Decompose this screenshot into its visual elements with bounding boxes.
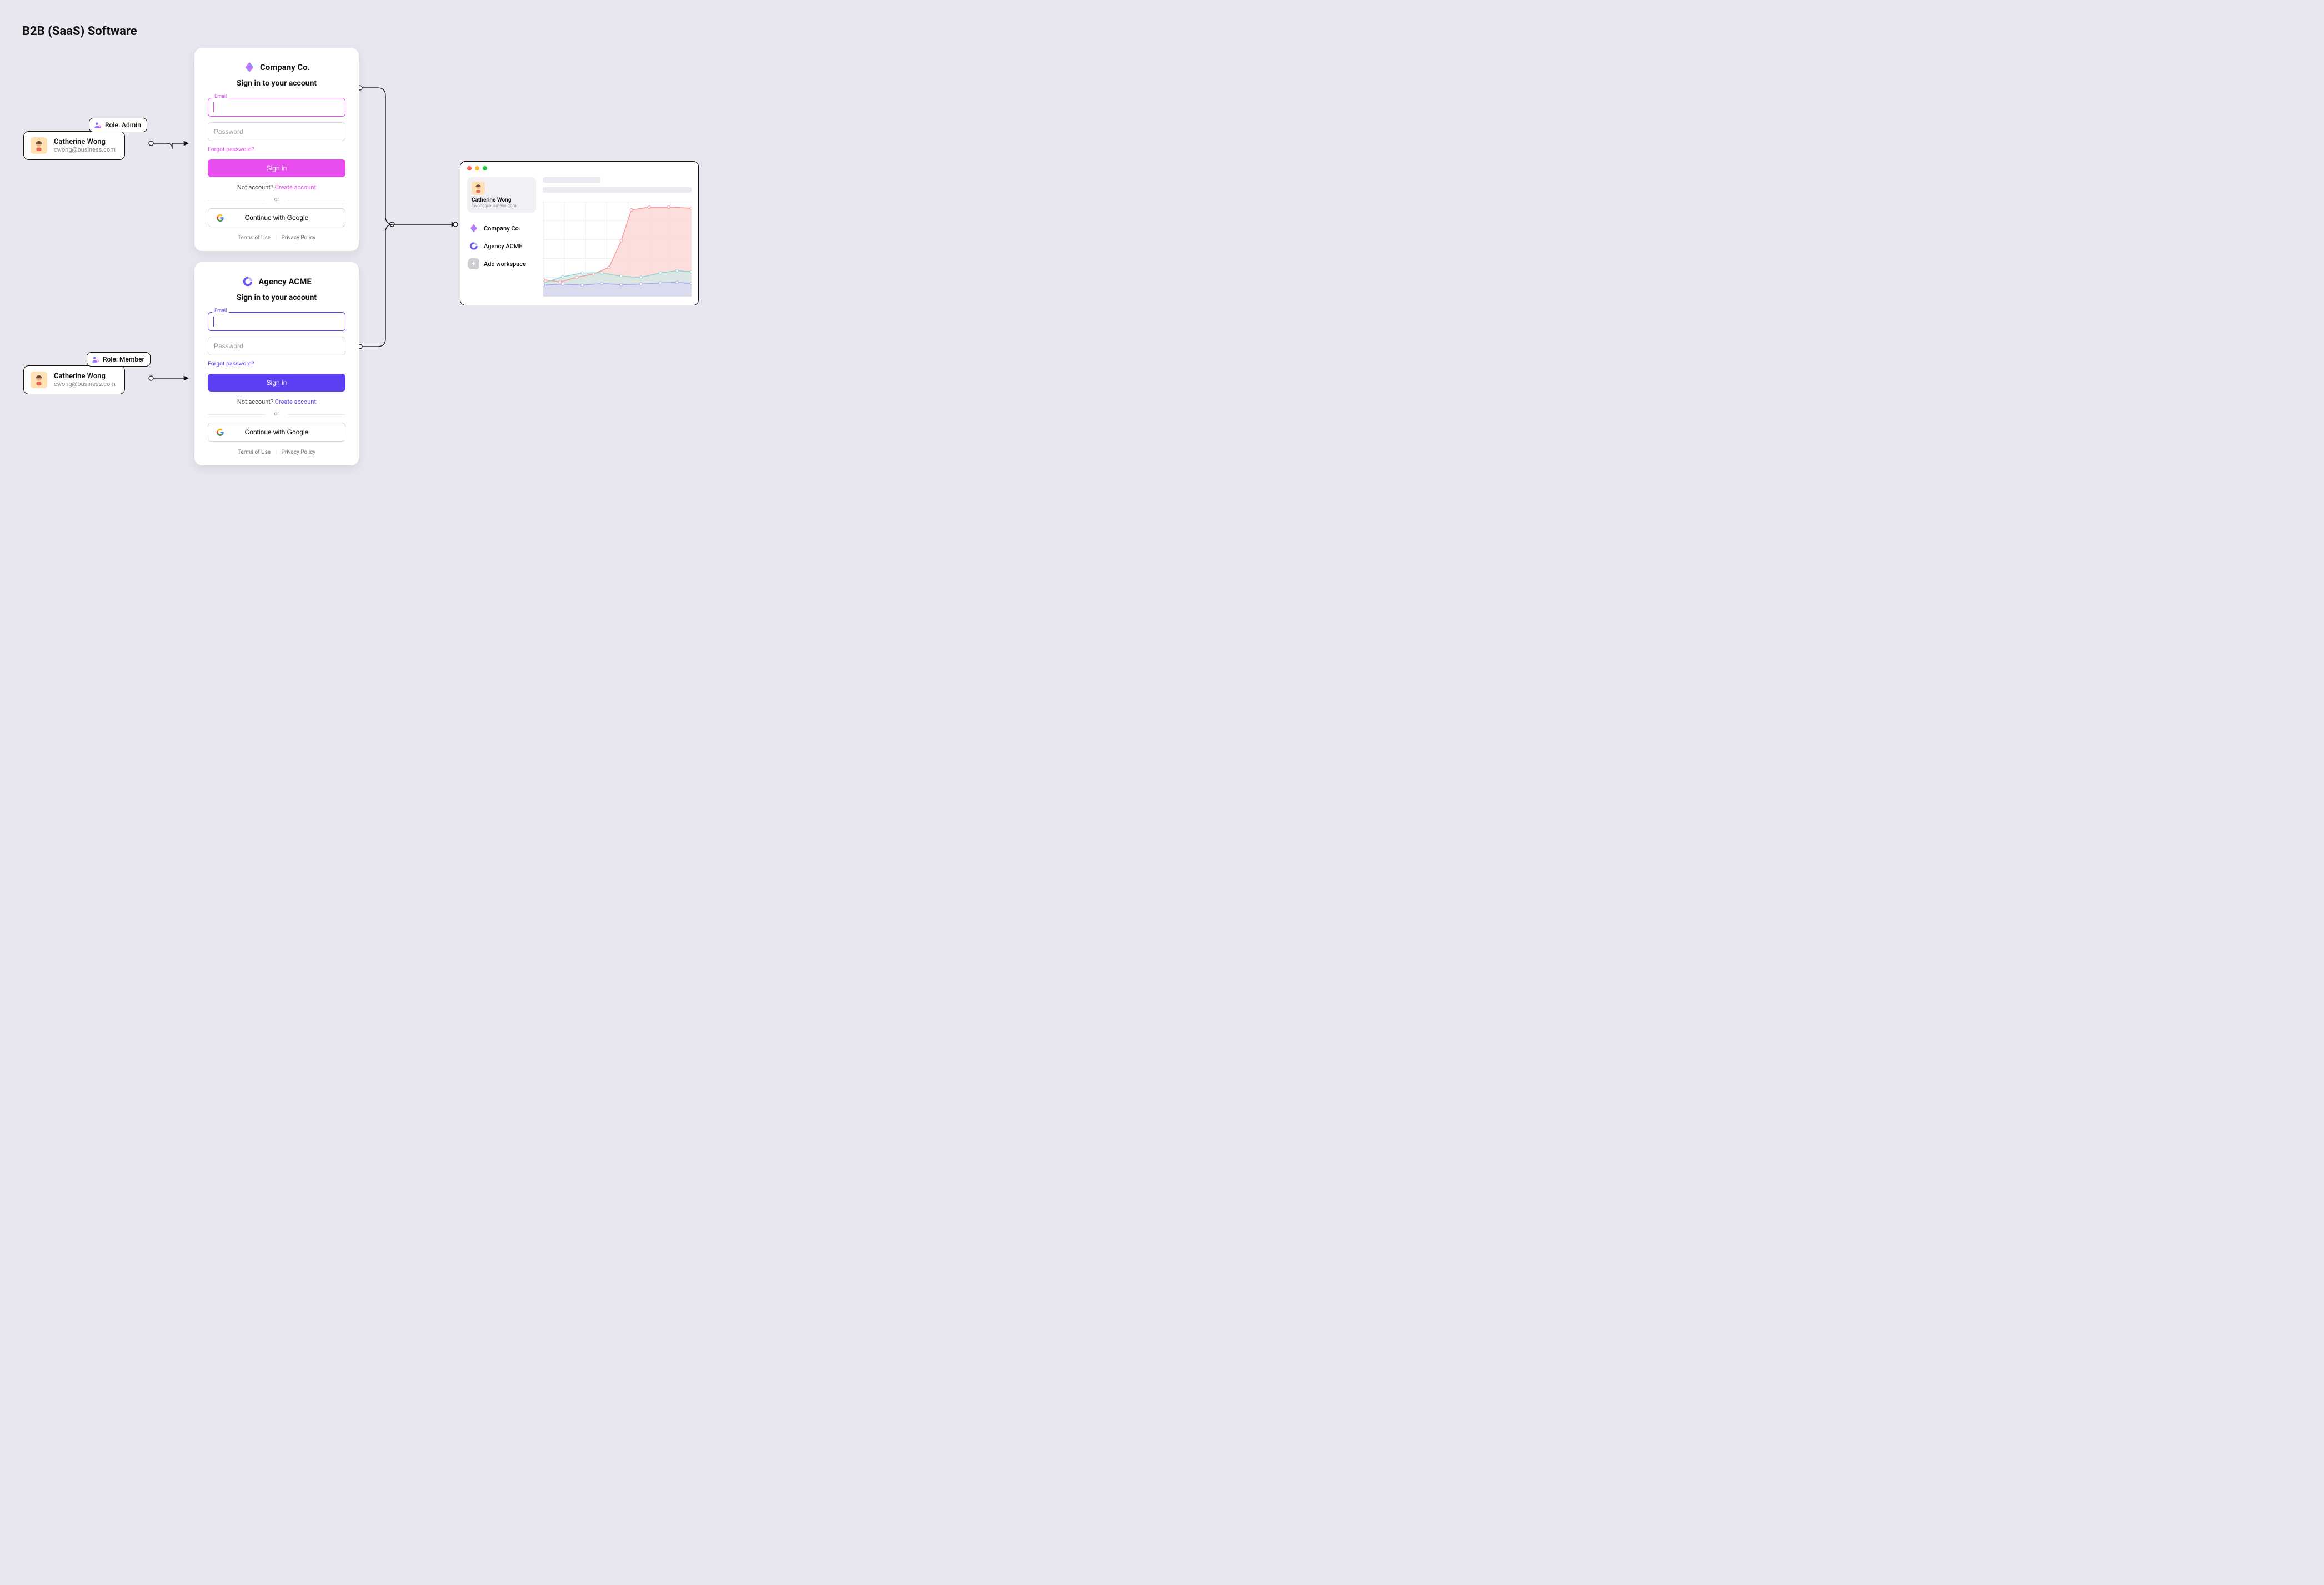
or-separator: or [208,411,345,417]
signin-button[interactable]: Sign in [208,159,345,177]
signin-card-agency: Agency ACME Sign in to your account Emai… [194,262,359,465]
signin-heading: Sign in to your account [208,293,345,302]
add-workspace-button[interactable]: + Add workspace [467,255,536,273]
workspace-label: Company Co. [484,225,520,232]
google-button-label: Continue with Google [245,428,309,436]
google-icon [216,214,224,222]
password-field[interactable] [208,122,345,141]
add-workspace-label: Add workspace [484,260,526,268]
google-button-label: Continue with Google [245,214,309,222]
workspace-item-company[interactable]: Company Co. [467,219,536,237]
avatar [31,372,47,388]
skeleton-line [543,177,600,183]
email-label: Email [212,94,229,99]
continue-with-google-button[interactable]: Continue with Google [208,423,345,442]
brand-name: Company Co. [260,62,310,72]
dashboard-sidebar: Catherine Wong cwong@business.com Compan… [467,177,536,296]
workspace-logo-icon [468,223,479,234]
dashboard-window: Catherine Wong cwong@business.com Compan… [460,161,699,305]
privacy-link[interactable]: Privacy Policy [282,235,316,241]
terms-link[interactable]: Terms of Use [238,449,271,455]
email-label: Email [212,308,229,314]
no-account-text: Not account? Create account [208,398,345,405]
no-account-text: Not account? Create account [208,184,345,191]
chart-panel [543,177,692,296]
workspace-label: Agency ACME [484,243,523,250]
brand-logo-icon [242,275,254,288]
user-email: cwong@business.com [54,380,116,388]
page-title: B2B (SaaS) Software [22,24,137,38]
area-chart [543,202,692,296]
user-name: Catherine Wong [54,138,116,147]
role-label: Role: Admin [105,121,141,129]
email-field[interactable] [208,98,345,117]
skeleton-line [543,187,692,193]
avatar [31,137,47,154]
continue-with-google-button[interactable]: Continue with Google [208,208,345,227]
plus-icon: + [468,258,479,269]
or-separator: or [208,197,345,203]
role-icon [94,121,102,129]
brand-logo-icon [243,61,256,73]
role-label: Role: Member [103,355,144,363]
create-account-link[interactable]: Create account [275,184,316,191]
user-name: Catherine Wong [54,372,116,381]
workspace-item-agency[interactable]: Agency ACME [467,237,536,255]
sidebar-user-email: cwong@business.com [472,203,532,208]
password-field[interactable] [208,337,345,355]
traffic-dot-close[interactable] [467,166,472,170]
role-badge-member: Role: Member [87,352,151,367]
user-email: cwong@business.com [54,146,116,153]
sidebar-user-card[interactable]: Catherine Wong cwong@business.com [467,177,536,213]
brand-name: Agency ACME [258,277,312,287]
user-card-admin: Catherine Wong cwong@business.com [23,131,125,160]
terms-link[interactable]: Terms of Use [238,235,271,241]
sidebar-user-name: Catherine Wong [472,197,532,203]
email-field[interactable] [208,312,345,331]
signin-button[interactable]: Sign in [208,374,345,392]
user-card-member: Catherine Wong cwong@business.com [23,365,125,394]
traffic-dot-min[interactable] [475,166,479,170]
signin-card-company: Company Co. Sign in to your account Emai… [194,48,359,251]
role-icon [92,355,99,363]
window-traffic-lights [460,162,698,175]
signin-heading: Sign in to your account [208,79,345,88]
role-badge-admin: Role: Admin [89,118,147,132]
workspace-logo-icon [468,240,479,252]
avatar [472,182,485,195]
traffic-dot-max[interactable] [483,166,487,170]
forgot-password-link[interactable]: Forgot password? [208,146,345,153]
google-icon [216,428,224,437]
privacy-link[interactable]: Privacy Policy [282,449,316,455]
forgot-password-link[interactable]: Forgot password? [208,360,345,367]
create-account-link[interactable]: Create account [275,398,316,405]
